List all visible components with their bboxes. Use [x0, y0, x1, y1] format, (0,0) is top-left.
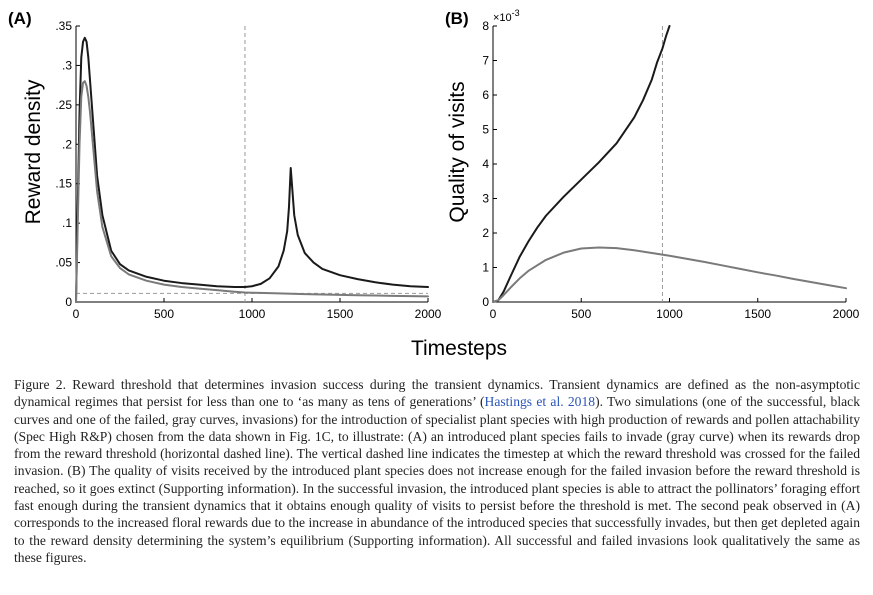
panel-b-exponent-base: ×10 [493, 12, 512, 24]
panel-b-y-tick-label: 1 [482, 261, 489, 275]
panel-b-x-tick-label: 2000 [833, 307, 860, 321]
panel-a-x-tick-label: 1500 [327, 307, 354, 321]
panel-b-black-curve [492, 25, 671, 303]
caption-reference-link[interactable]: Hastings et al. 2018 [484, 394, 596, 410]
caption-text-part1: Figure 2. Reward threshold that determin… [14, 377, 860, 410]
panel-b-y-tick-label: 2 [482, 226, 489, 240]
panel-b-y-tick-label: 3 [482, 192, 489, 206]
panel-b-x-tick-label: 0 [490, 307, 497, 321]
panel-a-label: (A) [8, 9, 32, 28]
panel-b-exponent: ×10-3 [493, 8, 520, 24]
panel-b-y-tick-label: 4 [482, 157, 489, 171]
panel-b-gray-curve [492, 246, 847, 303]
panel-b-y-tick-label: 0 [482, 295, 489, 309]
x-axis-label: Timesteps [411, 337, 507, 360]
panel-b-x-tick-label: 500 [571, 307, 591, 321]
panel-a-black-curve [75, 36, 429, 303]
panel-a-y-tick-label: .05 [55, 256, 72, 270]
panel-a-plot-area: 0 500 1000 1500 2000 0 .05 .1 .15 .2 .25 .3 .35 [55, 19, 441, 321]
panel-a-x-tick-label: 500 [154, 307, 174, 321]
panel-a-x-tick-label: 2000 [415, 307, 442, 321]
panel-b-label: (B) [445, 9, 469, 28]
panel-a-y-tick-label: .15 [55, 177, 72, 191]
panel-a-y-tick-label: .1 [62, 216, 72, 230]
panel-b-y-tick-label: 7 [482, 54, 489, 68]
panel-a-y-tick-label: .3 [62, 58, 72, 72]
panel-a-gray-curve [75, 80, 429, 303]
figure-canvas: (A) Reward density 0 500 1000 1500 20000.05.… [8, 8, 860, 360]
panel-b-plot-area: 0 500 1000 1500 2000 0 1 2 3 4 5 6 7 8 [482, 19, 859, 321]
panel-b-y-tick-label: 8 [482, 19, 489, 33]
figure-caption: Figure 2. Reward threshold that determin… [14, 376, 860, 566]
panel-a-y-tick-label: .2 [62, 137, 72, 151]
panel-b-x-tick-label: 1500 [744, 307, 771, 321]
panel-b-x-tick-label: 1000 [656, 307, 683, 321]
panel-b-y-tick-label: 6 [482, 88, 489, 102]
panel-a-x-tick-label: 0 [73, 307, 80, 321]
panel-a-y-tick-label: 0 [65, 295, 72, 309]
panel-a: (A) Reward density 0 500 1000 1500 2000 0 .05.… [8, 9, 442, 321]
figure: (A) Reward density 0 500 1000 1500 2000 0.05.… [8, 8, 860, 360]
panel-a-x-tick-label: 1000 [239, 307, 266, 321]
caption-text-part2: ). Two simulations (one of the successfu… [14, 394, 860, 565]
panel-b-ylabel: Quality of visits [446, 81, 469, 222]
panel-b-exponent-power: -3 [512, 8, 520, 18]
panel-a-ylabel: Reward density [22, 79, 45, 224]
panel-a-y-tick-label: .35 [55, 19, 72, 33]
panel-b: (B) ×10-3 Quality of visits 0 500 1000 1500… [445, 8, 860, 321]
panel-b-y-tick-label: 5 [482, 123, 489, 137]
panel-a-y-tick-label: .25 [55, 98, 72, 112]
